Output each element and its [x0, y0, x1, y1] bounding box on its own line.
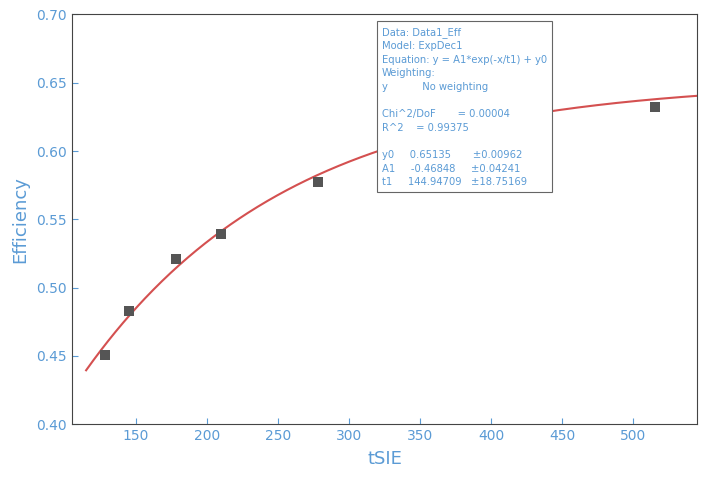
X-axis label: tSIE: tSIE: [367, 450, 402, 468]
Point: [123, 307, 134, 315]
Point: [500, 109, 511, 117]
Point: [170, 255, 181, 263]
Point: [312, 178, 324, 186]
Point: [649, 104, 661, 111]
Point: [216, 230, 227, 238]
Point: [414, 132, 426, 140]
Y-axis label: Efficiency: Efficiency: [12, 176, 29, 263]
Text: Data: Data1_Eff
Model: ExpDec1
Equation: y = A1*exp(-x/t1) + y0
Weighting:
y    : Data: Data1_Eff Model: ExpDec1 Equation:…: [382, 27, 546, 187]
Point: [99, 351, 110, 359]
